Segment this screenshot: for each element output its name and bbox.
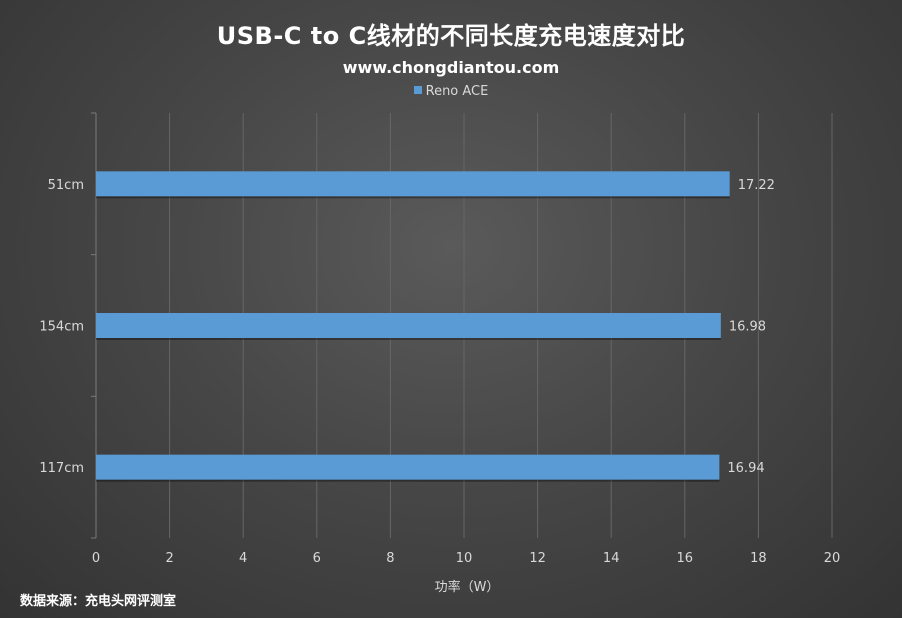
- x-tick-label: 12: [529, 551, 546, 566]
- bar: [96, 454, 720, 480]
- x-tick-label: 4: [239, 551, 247, 566]
- x-tick-label: 0: [92, 551, 100, 566]
- bar: [96, 313, 721, 338]
- data-label: 17.22: [738, 178, 775, 193]
- y-category-label: 117cm: [39, 461, 84, 476]
- data-label: 16.98: [729, 320, 766, 335]
- x-axis-title: 功率（W）: [435, 579, 500, 595]
- y-category-label: 154cm: [39, 320, 84, 335]
- legend-label: Reno ACE: [425, 84, 489, 99]
- chart-title: USB-C to C线材的不同长度充电速度对比: [216, 22, 686, 50]
- legend-swatch: [413, 86, 422, 94]
- bar: [96, 171, 730, 197]
- source-note: 数据来源：充电头网评测室: [20, 594, 177, 609]
- chart-subtitle: www.chongdiantou.com: [342, 58, 560, 77]
- x-tick-label: 20: [824, 551, 841, 566]
- x-tick-label: 8: [386, 551, 394, 566]
- data-label: 16.94: [727, 461, 764, 476]
- x-tick-label: 16: [677, 551, 694, 566]
- x-tick-label: 10: [456, 551, 473, 566]
- legend: Reno ACE: [0, 84, 902, 99]
- y-category-label: 51cm: [48, 178, 84, 193]
- x-tick-label: 18: [750, 551, 767, 566]
- x-tick-label: 14: [603, 551, 620, 566]
- x-tick-label: 2: [165, 551, 173, 566]
- x-tick-label: 6: [313, 551, 321, 566]
